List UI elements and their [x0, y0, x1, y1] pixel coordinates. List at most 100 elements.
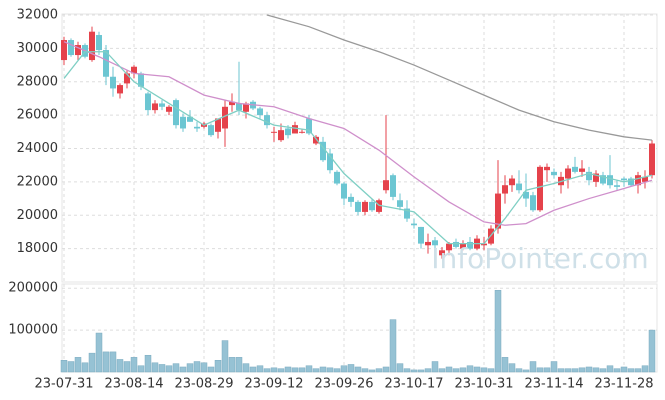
volume-bar [186, 363, 194, 373]
volume-bar [480, 367, 488, 373]
candle-body [103, 50, 109, 77]
candle-body [383, 180, 389, 191]
volume-bar [130, 357, 138, 373]
candle-body [110, 76, 116, 89]
volume-bar [445, 366, 453, 373]
candle-body [215, 118, 221, 132]
candle-body [320, 141, 326, 161]
volume-bar [326, 367, 334, 373]
volume-bar [564, 368, 572, 373]
candle-body [159, 103, 165, 107]
volume-bar [529, 361, 537, 373]
x-tick-label: 23-08-14 [104, 377, 163, 392]
volume-bar [585, 366, 593, 373]
volume-bar [270, 367, 278, 373]
volume-bar [179, 366, 187, 373]
candle-body [586, 171, 592, 181]
candle-body [432, 240, 438, 246]
candle-body [551, 171, 557, 176]
candle-body [544, 166, 550, 171]
volume-bar [144, 354, 152, 373]
volume-bar [305, 365, 313, 373]
volume-bar [543, 367, 551, 373]
candle-body [145, 93, 151, 111]
candle-body [131, 66, 137, 74]
volume-bar [403, 368, 411, 373]
volume-bar [172, 363, 180, 373]
volume-bar [641, 365, 649, 373]
candle-body [628, 178, 634, 186]
candle-body [614, 185, 620, 187]
candle-body [621, 178, 627, 181]
volume-bar [242, 363, 250, 373]
volume-bar [613, 368, 621, 373]
candle-body [425, 241, 431, 246]
candle-body [572, 166, 578, 172]
candle-body [194, 126, 200, 129]
candle-body [292, 125, 298, 134]
volume-bar [473, 366, 481, 373]
candle-body [635, 175, 641, 186]
candle-body [516, 183, 522, 191]
candle-body [593, 173, 599, 182]
watermark: InfoPointer.com [431, 242, 648, 275]
volume-bar [319, 366, 327, 373]
volume-bar [452, 368, 460, 373]
volume-bar [109, 351, 117, 373]
volume-bar [648, 329, 656, 373]
x-tick-label: 23-09-26 [314, 377, 373, 392]
volume-bar [431, 361, 439, 373]
x-tick-label: 23-11-28 [594, 377, 653, 392]
y-tick-label: 20000 [17, 208, 58, 223]
volume-bar [256, 365, 264, 373]
volume-bar [165, 365, 173, 373]
candle-body [495, 193, 501, 229]
volume-bar [557, 368, 565, 373]
candle-body [152, 103, 158, 111]
volume-bar [459, 367, 467, 373]
volume-bar [515, 368, 523, 373]
candle-body [355, 201, 361, 212]
candle-body [117, 85, 123, 94]
candle-body [75, 45, 81, 56]
volume-bar [193, 361, 201, 373]
volume-bar [249, 366, 257, 373]
y-tick-label: 22000 [17, 174, 58, 189]
candle-body [565, 168, 571, 179]
x-tick-label: 23-10-17 [384, 377, 443, 392]
volume-bar [340, 365, 348, 373]
candle-body [530, 195, 536, 211]
volume-bar [95, 332, 103, 373]
volume-bar [389, 319, 397, 373]
candle-body [453, 241, 459, 247]
candle-body [607, 175, 613, 186]
volume-bar [158, 364, 166, 373]
volume-bar [137, 365, 145, 373]
x-tick-label: 23-07-31 [34, 377, 93, 392]
volume-bar [550, 361, 558, 373]
candle-body [334, 171, 340, 184]
candle-body [439, 250, 445, 256]
volume-bar [207, 366, 215, 373]
volume-bar [410, 369, 418, 373]
volume-tick-label: 200000 [8, 281, 58, 296]
volume-bar [200, 362, 208, 373]
volume-bar [396, 363, 404, 373]
candle-body [369, 201, 375, 211]
candle-body [502, 185, 508, 194]
volume-bar [634, 368, 642, 373]
candle-body [313, 136, 319, 144]
candle-body [243, 103, 249, 112]
moving-average-line [266, 14, 653, 141]
volume-tick-label: 100000 [8, 323, 58, 338]
candle-body [68, 40, 74, 56]
candle-body [271, 131, 277, 133]
x-tick-label: 23-10-31 [454, 377, 513, 392]
candle-body [642, 176, 648, 182]
candle-body [509, 178, 515, 186]
volume-bar [88, 352, 96, 373]
volume-bar [284, 366, 292, 373]
candle-body [278, 130, 284, 141]
volume-bar [151, 362, 159, 373]
